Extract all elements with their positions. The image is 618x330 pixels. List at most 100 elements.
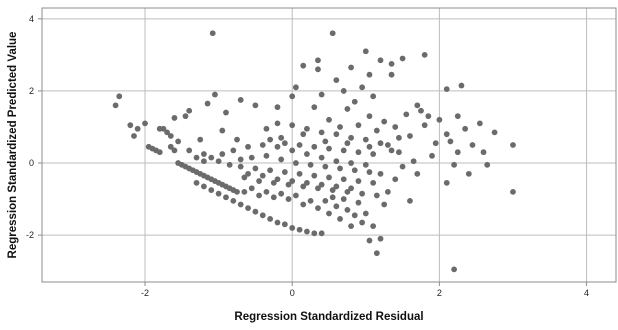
data-point xyxy=(237,163,244,170)
data-point xyxy=(340,176,347,183)
data-point xyxy=(263,125,270,132)
data-point xyxy=(234,188,240,195)
data-point xyxy=(300,62,307,69)
data-point xyxy=(167,133,174,139)
data-point xyxy=(373,127,380,134)
data-point xyxy=(304,151,310,157)
data-point xyxy=(429,152,435,159)
data-point xyxy=(300,201,307,208)
data-point xyxy=(267,216,274,222)
data-point xyxy=(491,129,498,136)
data-point xyxy=(340,147,347,154)
data-point xyxy=(209,30,216,37)
data-point xyxy=(315,57,321,64)
data-point xyxy=(318,181,325,188)
data-point xyxy=(436,116,443,123)
data-point xyxy=(237,201,244,208)
data-point xyxy=(200,151,207,157)
data-point xyxy=(333,203,340,210)
data-point xyxy=(307,161,314,168)
data-point xyxy=(322,163,329,170)
data-point xyxy=(454,113,461,120)
data-point xyxy=(362,161,369,168)
data-point xyxy=(329,187,336,193)
data-point xyxy=(432,140,439,147)
axis-ticks: -2 0 2 4 -2 0 2 4 xyxy=(26,14,589,298)
data-point xyxy=(289,93,296,100)
data-point xyxy=(256,192,262,199)
data-point xyxy=(377,57,384,64)
data-point xyxy=(241,188,248,195)
data-point xyxy=(274,104,281,111)
x-tick-label: -2 xyxy=(141,288,149,298)
data-point xyxy=(289,225,296,231)
data-point xyxy=(112,102,119,109)
data-point xyxy=(292,192,299,199)
data-point xyxy=(307,197,314,204)
data-point xyxy=(304,228,310,235)
data-point xyxy=(278,190,285,197)
data-point xyxy=(212,91,218,98)
data-point xyxy=(267,136,274,143)
data-point xyxy=(469,142,476,148)
y-tick-label: 4 xyxy=(29,14,34,24)
data-point xyxy=(311,143,318,150)
data-point xyxy=(403,111,410,118)
data-point xyxy=(362,210,369,217)
data-point xyxy=(510,188,516,195)
data-point xyxy=(333,158,340,165)
data-point xyxy=(289,147,296,154)
data-point xyxy=(318,91,325,98)
data-point xyxy=(167,143,174,150)
data-point xyxy=(186,147,193,154)
data-point xyxy=(462,125,469,132)
data-point xyxy=(281,140,288,147)
data-point xyxy=(344,140,351,147)
data-point xyxy=(366,71,373,78)
data-point xyxy=(366,237,373,244)
data-point xyxy=(359,84,366,91)
data-point xyxy=(465,170,472,177)
data-point xyxy=(296,142,303,148)
data-point xyxy=(263,188,270,195)
data-point xyxy=(399,163,406,170)
data-point xyxy=(329,30,336,37)
data-point xyxy=(296,226,303,233)
data-point xyxy=(407,197,413,204)
data-point xyxy=(270,194,277,201)
data-point xyxy=(204,100,211,107)
data-point xyxy=(274,120,281,127)
data-point xyxy=(373,250,380,257)
data-point xyxy=(164,129,171,136)
data-point xyxy=(267,167,274,174)
data-point xyxy=(340,88,347,94)
data-point xyxy=(443,131,450,138)
data-point xyxy=(200,183,207,190)
data-point xyxy=(252,208,259,215)
data-point xyxy=(340,196,347,202)
data-point xyxy=(315,66,321,73)
data-point xyxy=(171,147,178,154)
data-point xyxy=(116,93,123,100)
data-point xyxy=(274,219,281,226)
data-point xyxy=(388,71,395,78)
data-point xyxy=(326,210,332,217)
data-point xyxy=(237,156,244,163)
data-point xyxy=(215,158,222,165)
data-point xyxy=(326,174,332,181)
data-point xyxy=(414,102,421,109)
data-point xyxy=(285,181,292,188)
data-point xyxy=(384,188,391,195)
data-point xyxy=(315,185,321,192)
data-point xyxy=(311,104,318,111)
data-point xyxy=(348,64,354,71)
data-point xyxy=(219,151,226,157)
data-point xyxy=(344,206,351,213)
data-point xyxy=(127,122,134,129)
data-point xyxy=(274,176,281,183)
data-point xyxy=(396,149,402,156)
x-tick-label: 0 xyxy=(290,288,295,298)
data-point xyxy=(234,136,240,143)
data-point xyxy=(259,212,266,219)
